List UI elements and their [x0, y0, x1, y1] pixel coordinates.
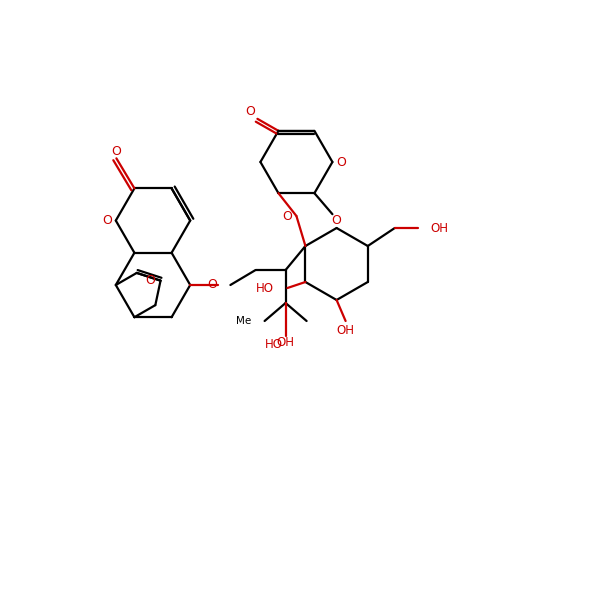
Text: O: O	[283, 209, 292, 223]
Text: OH: OH	[337, 323, 355, 337]
Text: O: O	[102, 214, 112, 227]
Text: O: O	[145, 274, 155, 287]
Text: O: O	[208, 278, 217, 292]
Text: HO: HO	[256, 281, 274, 295]
Text: OH: OH	[431, 221, 449, 235]
Text: O: O	[245, 105, 255, 118]
Text: O: O	[112, 145, 121, 158]
Text: O: O	[332, 214, 341, 227]
Text: HO: HO	[265, 338, 283, 352]
Text: OH: OH	[277, 335, 295, 349]
Text: O: O	[337, 155, 346, 169]
Text: Me: Me	[236, 316, 251, 326]
